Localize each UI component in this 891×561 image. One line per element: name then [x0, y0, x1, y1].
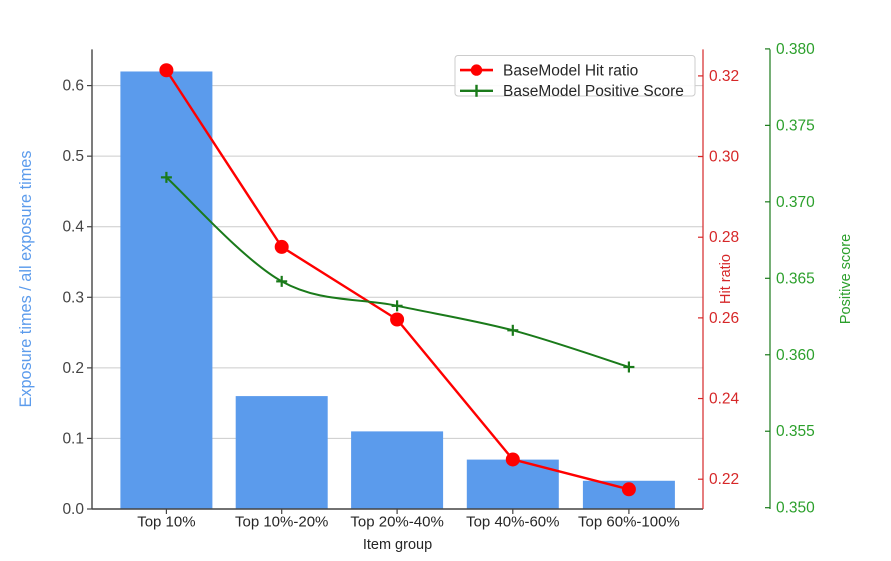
- svg-text:0.360: 0.360: [776, 347, 815, 364]
- svg-text:0.355: 0.355: [776, 423, 815, 440]
- svg-text:BaseModel Hit ratio: BaseModel Hit ratio: [503, 62, 638, 79]
- svg-text:0.350: 0.350: [776, 500, 815, 517]
- svg-text:0.4: 0.4: [62, 219, 84, 236]
- svg-text:0.1: 0.1: [62, 430, 84, 447]
- svg-text:0.380: 0.380: [776, 41, 815, 58]
- svg-text:0.365: 0.365: [776, 270, 815, 287]
- svg-text:Positive score: Positive score: [838, 234, 854, 324]
- svg-text:Item group: Item group: [363, 537, 432, 553]
- svg-text:0.28: 0.28: [709, 229, 739, 246]
- svg-text:Top 40%-60%: Top 40%-60%: [466, 514, 559, 531]
- svg-text:0.22: 0.22: [709, 471, 739, 488]
- svg-text:0.24: 0.24: [709, 391, 740, 408]
- svg-text:0.6: 0.6: [62, 78, 84, 95]
- svg-text:0.375: 0.375: [776, 117, 815, 134]
- svg-text:BaseModel Positive Score: BaseModel Positive Score: [503, 83, 684, 100]
- svg-text:0.26: 0.26: [709, 310, 739, 327]
- svg-text:Hit ratio: Hit ratio: [718, 254, 734, 304]
- svg-text:Top 20%-40%: Top 20%-40%: [350, 514, 443, 531]
- svg-text:Top 10%-20%: Top 10%-20%: [235, 514, 328, 531]
- svg-text:0.3: 0.3: [62, 289, 84, 306]
- svg-text:Top 60%-100%: Top 60%-100%: [578, 514, 680, 531]
- svg-text:Exposure times / all exposure: Exposure times / all exposure times: [17, 151, 35, 408]
- svg-text:0.370: 0.370: [776, 194, 815, 211]
- svg-text:0.2: 0.2: [62, 360, 84, 377]
- svg-text:0.32: 0.32: [709, 68, 739, 85]
- svg-text:0.5: 0.5: [62, 148, 84, 165]
- svg-text:0.0: 0.0: [62, 501, 84, 518]
- svg-text:Top 10%: Top 10%: [137, 514, 195, 531]
- svg-text:0.30: 0.30: [709, 149, 740, 166]
